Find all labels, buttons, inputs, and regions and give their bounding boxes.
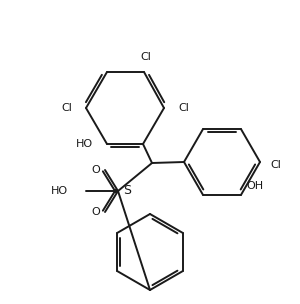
Text: Cl: Cl [270, 160, 281, 170]
Text: Cl: Cl [178, 103, 189, 113]
Text: Cl: Cl [141, 52, 152, 62]
Text: O: O [91, 165, 100, 175]
Text: S: S [123, 185, 131, 198]
Text: HO: HO [51, 186, 68, 196]
Text: Cl: Cl [61, 103, 72, 113]
Text: OH: OH [246, 181, 263, 191]
Text: HO: HO [76, 139, 93, 149]
Text: O: O [91, 207, 100, 217]
